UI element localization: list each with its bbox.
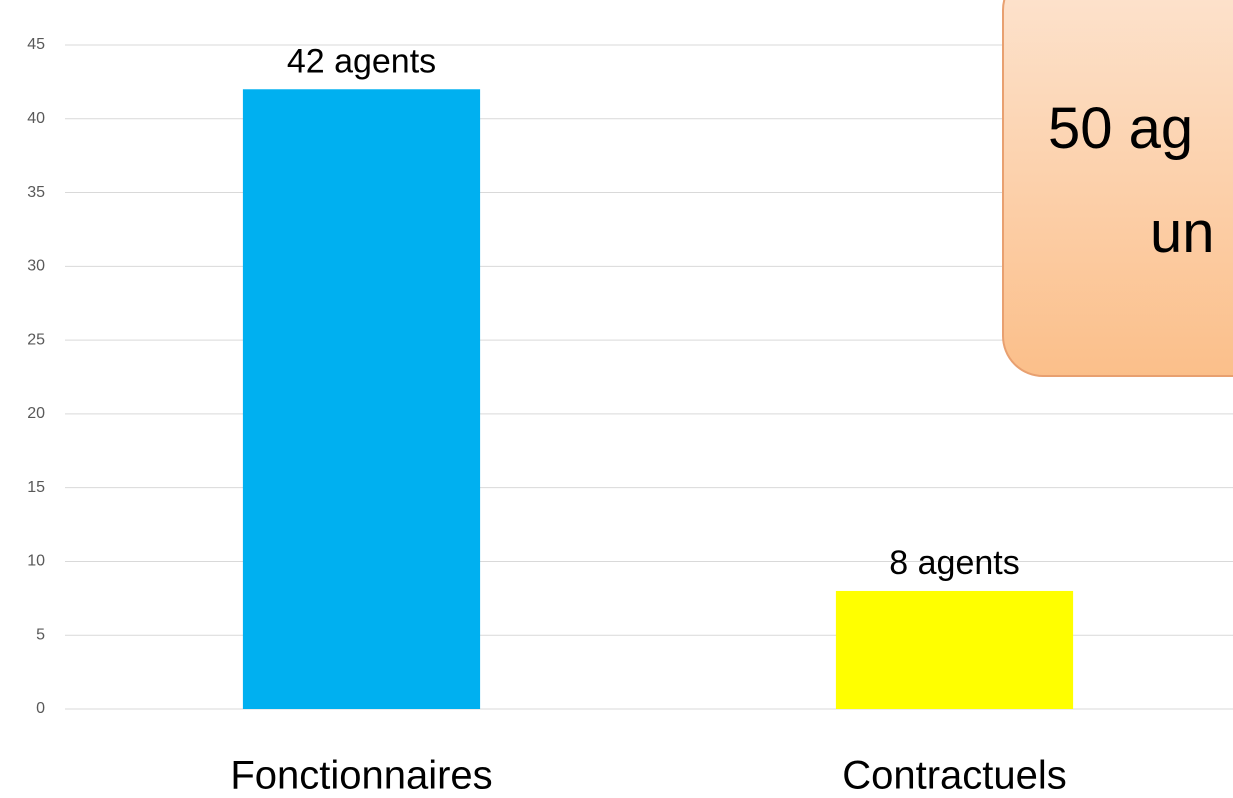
bar bbox=[835, 590, 1074, 709]
y-tick-label: 40 bbox=[27, 110, 45, 127]
y-tick-label: 5 bbox=[36, 626, 45, 643]
y-tick-label: 25 bbox=[27, 331, 45, 348]
annotation-text: 50 ag bbox=[1048, 96, 1193, 161]
y-tick-label: 20 bbox=[27, 405, 45, 422]
y-tick-label: 15 bbox=[27, 479, 45, 496]
y-tick-label: 35 bbox=[27, 184, 45, 201]
y-tick-label: 10 bbox=[27, 553, 45, 570]
value-label: 8 agents bbox=[889, 544, 1019, 582]
bar bbox=[242, 89, 481, 710]
y-tick-label: 45 bbox=[27, 36, 45, 53]
annotation-box bbox=[1002, 0, 1233, 377]
y-tick-label: 0 bbox=[36, 700, 45, 717]
x-tick-label: Contractuels bbox=[842, 754, 1067, 798]
annotation-text: un bbox=[1150, 200, 1215, 265]
value-label: 42 agents bbox=[287, 42, 436, 80]
y-tick-label: 30 bbox=[27, 258, 45, 275]
x-tick-label: Fonctionnaires bbox=[230, 754, 492, 798]
